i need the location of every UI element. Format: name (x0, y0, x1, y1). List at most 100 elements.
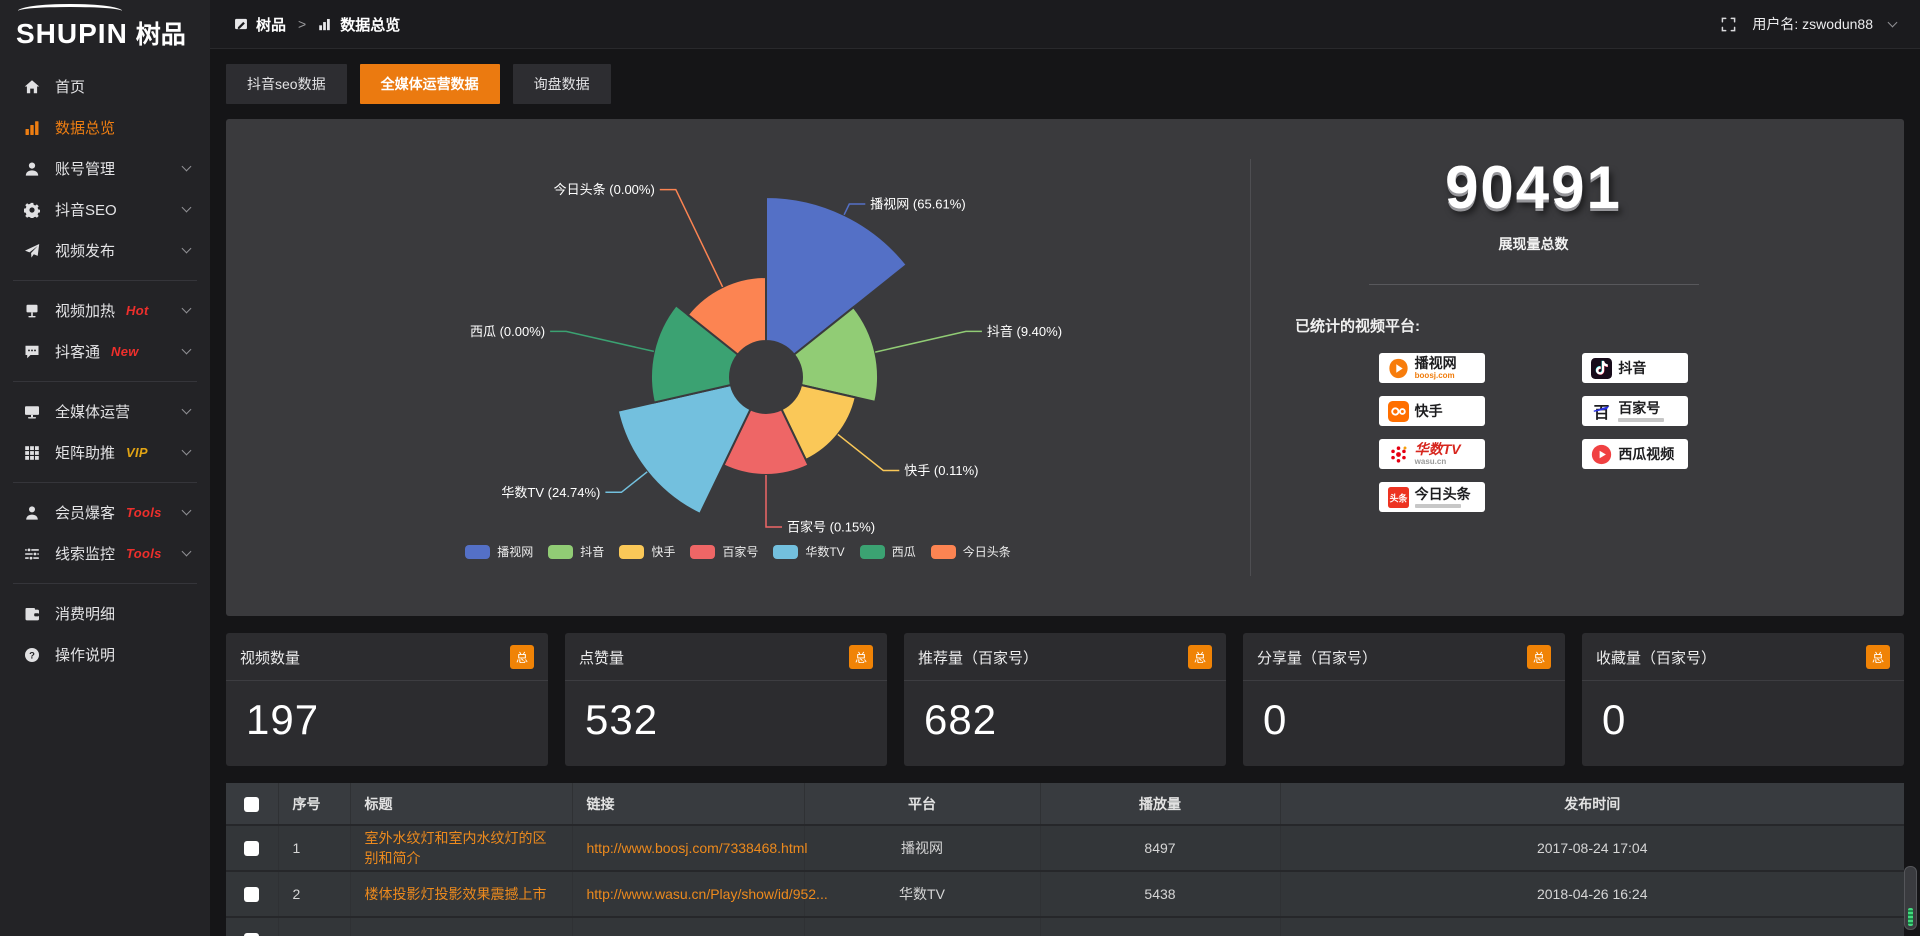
sidebar-divider (13, 280, 197, 281)
username[interactable]: 用户名: zswodun88 (1752, 16, 1873, 32)
stat-card-title: 推荐量（百家号） (918, 649, 1039, 667)
pie-slice-华数TV[interactable] (616, 383, 752, 516)
column-header-序号[interactable]: 序号 (277, 783, 350, 826)
pie-slice-播视网[interactable] (765, 195, 909, 357)
cell-title[interactable]: 楼体投影灯投影效果震撼上市 (349, 871, 572, 918)
sidebar-item-视频发布[interactable]: 视频发布 (0, 230, 210, 271)
label-line-百家号 (765, 475, 782, 528)
legend-item-华数TV[interactable]: 华数TV (773, 543, 845, 560)
scrollbar-thumb[interactable] (1908, 908, 1913, 926)
cell-num: 2 (277, 871, 350, 918)
breadcrumb-separator: > (298, 16, 307, 32)
sidebar-item-视频加热[interactable]: 视频加热 Hot (0, 290, 210, 331)
total-badge[interactable]: 总 (1527, 645, 1551, 669)
svg-text:?: ? (29, 650, 35, 661)
chevron-down-icon[interactable] (1887, 17, 1898, 27)
platform-badge-华数TV: 华数TV wasu.cn (1378, 439, 1485, 469)
chevron-down-icon (181, 243, 192, 254)
column-header-发布时间[interactable]: 发布时间 (1279, 783, 1904, 826)
header-checkbox-cell (226, 783, 278, 826)
sidebar-divider (13, 482, 197, 483)
fullscreen-icon[interactable] (1721, 17, 1736, 32)
pie-slice-抖音[interactable] (792, 305, 880, 404)
tab-bar: 抖音seo数据 全媒体运营数据 询盘数据 (226, 64, 1904, 104)
cell-link[interactable]: http://www.wasu.cn/Play/show/id/952... (571, 871, 828, 918)
billboard-icon (24, 303, 42, 319)
sidebar-menu: 首页 数据总览 账号管理 抖音SEO 视频发布视频加热 Hot 抖客通 New 全媒体运营 矩阵助… (0, 52, 210, 675)
platform-slogan-line (1414, 503, 1461, 508)
legend-item-百家号[interactable]: 百家号 (690, 543, 758, 560)
row-checkbox[interactable] (244, 933, 260, 936)
logo-text-cn: 树品 (135, 21, 186, 49)
scrollbar[interactable] (1904, 866, 1917, 930)
platform-subtext: wasu.cn (1414, 457, 1447, 466)
help-icon: ? (24, 647, 42, 663)
cell-title[interactable]: 室外水纹灯和室内水纹灯的区别和简介 (349, 825, 572, 872)
sidebar-item-首页[interactable]: 首页 (0, 66, 210, 107)
platform-badge-今日头条: 头条 今日头条 (1378, 482, 1485, 512)
platform-badge-西瓜视频: 西瓜视频 (1582, 439, 1689, 469)
tab-全媒体运营数据[interactable]: 全媒体运营数据 (359, 64, 500, 104)
rose-chart-area: 播视网 (65.61%) 抖音 (9.40%) 快手 (0.11%) 百家号 (0.1… (226, 119, 1250, 616)
total-badge[interactable]: 总 (510, 645, 534, 669)
total-badge[interactable]: 总 (1866, 645, 1890, 669)
wallet-icon (24, 606, 42, 622)
legend-swatch (859, 544, 885, 559)
legend-item-西瓜[interactable]: 西瓜 (859, 543, 916, 560)
pie-slice-今日头条[interactable] (686, 275, 767, 357)
pie-slice-西瓜[interactable] (650, 303, 740, 404)
boosj-logo (1388, 358, 1409, 379)
sidebar-item-label: 操作说明 (55, 647, 116, 664)
sidebar-item-数据总览[interactable]: 数据总览 (0, 107, 210, 148)
label-line-今日头条 (659, 188, 724, 288)
panel-divider (1250, 159, 1251, 576)
sidebar-item-线索监控[interactable]: 线索监控 Tools (0, 533, 210, 574)
row-checkbox[interactable] (244, 887, 260, 903)
column-header-平台[interactable]: 平台 (803, 783, 1040, 826)
sidebar-item-会员爆客[interactable]: 会员爆客 Tools (0, 492, 210, 533)
legend-item-播视网[interactable]: 播视网 (465, 543, 533, 560)
cell-plays: 5438 (1039, 871, 1280, 918)
tab-抖音seo数据[interactable]: 抖音seo数据 (226, 64, 347, 104)
legend-label: 今日头条 (962, 545, 1011, 559)
sidebar-item-操作说明[interactable]: ? 操作说明 (0, 634, 210, 675)
row-checkbox[interactable] (244, 841, 260, 857)
sidebar-item-抖音SEO[interactable]: 抖音SEO (0, 189, 210, 230)
stat-card-value: 0 (1263, 696, 1288, 743)
stat-cards: 视频数量总 197 点赞量总 532 推荐量（百家号）总 682 分享量（百家号）总 0 收藏量… (226, 633, 1904, 766)
total-badge[interactable]: 总 (1188, 645, 1212, 669)
column-header-链接[interactable]: 链接 (571, 783, 804, 826)
breadcrumb-item-page[interactable]: 数据总览 (318, 14, 400, 35)
row-checkbox-cell (226, 917, 278, 936)
publish-icon (24, 243, 42, 259)
tab-询盘数据[interactable]: 询盘数据 (512, 64, 611, 104)
label-line-华数TV (605, 471, 648, 494)
platform-name: 快手 (1414, 403, 1443, 419)
baijia-logo: 百 (1591, 401, 1612, 422)
breadcrumb-item-app[interactable]: 树品 (234, 14, 286, 35)
sidebar-item-抖客通[interactable]: 抖客通 New (0, 331, 210, 372)
legend-item-快手[interactable]: 快手 (619, 543, 675, 560)
total-badge[interactable]: 总 (849, 645, 873, 669)
sidebar-item-矩阵助推[interactable]: 矩阵助推 VIP (0, 432, 210, 473)
platform-slogan-line (1618, 417, 1665, 422)
sidebar-item-消费明细[interactable]: 消费明细 (0, 593, 210, 634)
pie-label-播视网: 播视网 (65.61%) (870, 197, 965, 212)
cell-time: 2017-08-24 17:04 (1279, 825, 1904, 872)
select-all-checkbox[interactable] (244, 796, 260, 812)
column-header-标题[interactable]: 标题 (349, 783, 572, 826)
legend-item-抖音[interactable]: 抖音 (548, 543, 604, 560)
summary-divider (1368, 284, 1699, 285)
sidebar-item-账号管理[interactable]: 账号管理 (0, 148, 210, 189)
cell-link[interactable]: http://www.boosj.com/7338468.html (571, 825, 808, 872)
grid-icon (24, 445, 42, 461)
sidebar-item-全媒体运营[interactable]: 全媒体运营 (0, 391, 210, 432)
legend-item-今日头条[interactable]: 今日头条 (930, 543, 1011, 560)
topbar-right: 用户名: zswodun88 (1721, 14, 1898, 34)
label-line-快手 (837, 433, 900, 472)
topbar: 树品 > 数据总览 用户名: zswodun88 (210, 0, 1920, 49)
xigua-logo (1591, 444, 1612, 465)
app-edit-icon (234, 16, 249, 32)
column-header-播放量[interactable]: 播放量 (1039, 783, 1280, 826)
table-row-partial (226, 917, 1904, 936)
